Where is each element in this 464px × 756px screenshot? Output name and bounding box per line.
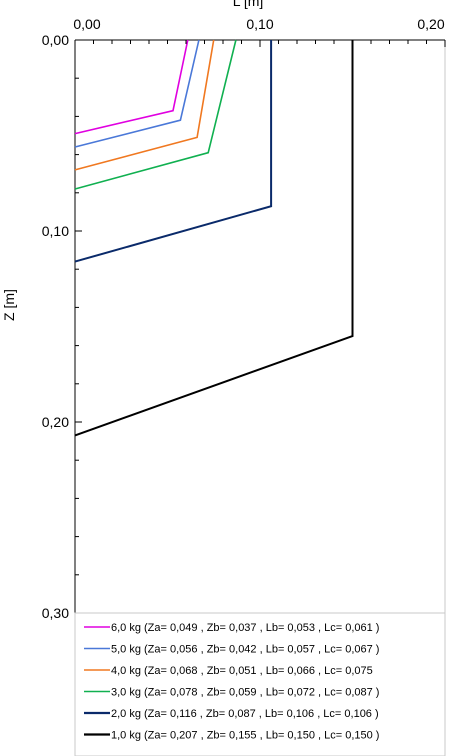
series-line <box>74 39 215 171</box>
series-lines <box>74 39 354 437</box>
legend-label: 1,0 kg (Za= 0,207 , Zb= 0,155 , Lb= 0,15… <box>111 730 379 742</box>
plot-frame <box>74 39 446 614</box>
x-tick-label: 0,10 <box>246 16 273 32</box>
y-axis-title: Z [m] <box>1 289 17 321</box>
legend-box <box>74 612 446 756</box>
legend-label: 4,0 kg (Za= 0,068 , Zb= 0,051 , Lb= 0,06… <box>111 665 373 677</box>
series-line <box>74 39 237 190</box>
axis-ticks: 0,00 0,10 0,20 0,00 0,10 0,20 0,30 <box>42 16 446 621</box>
legend-label: 2,0 kg (Za= 0,116 , Zb= 0,087 , Lb= 0,10… <box>111 708 379 720</box>
legend-label: 6,0 kg (Za= 0,049 , Zb= 0,037 , Lb= 0,05… <box>111 622 379 634</box>
legend-label: 5,0 kg (Za= 0,056 , Zb= 0,042 , Lb= 0,05… <box>111 644 379 656</box>
x-tick-label: 0,20 <box>417 16 444 32</box>
x-tick-label: 0,00 <box>73 16 100 32</box>
y-tick-label: 0,10 <box>42 223 69 239</box>
series-line <box>74 39 200 148</box>
legend-label: 3,0 kg (Za= 0,078 , Zb= 0,059 , Lb= 0,07… <box>111 687 379 699</box>
plot-area <box>75 40 445 613</box>
legend: 6,0 kg (Za= 0,049 , Zb= 0,037 , Lb= 0,05… <box>74 612 446 756</box>
y-tick-label: 0,30 <box>42 605 69 621</box>
series-line <box>74 40 354 437</box>
x-axis-title: L [m] <box>233 0 264 9</box>
y-tick-label: 0,20 <box>42 414 69 430</box>
series-line <box>74 39 189 135</box>
y-tick-label: 0,00 <box>42 32 69 48</box>
series-line <box>74 40 273 263</box>
